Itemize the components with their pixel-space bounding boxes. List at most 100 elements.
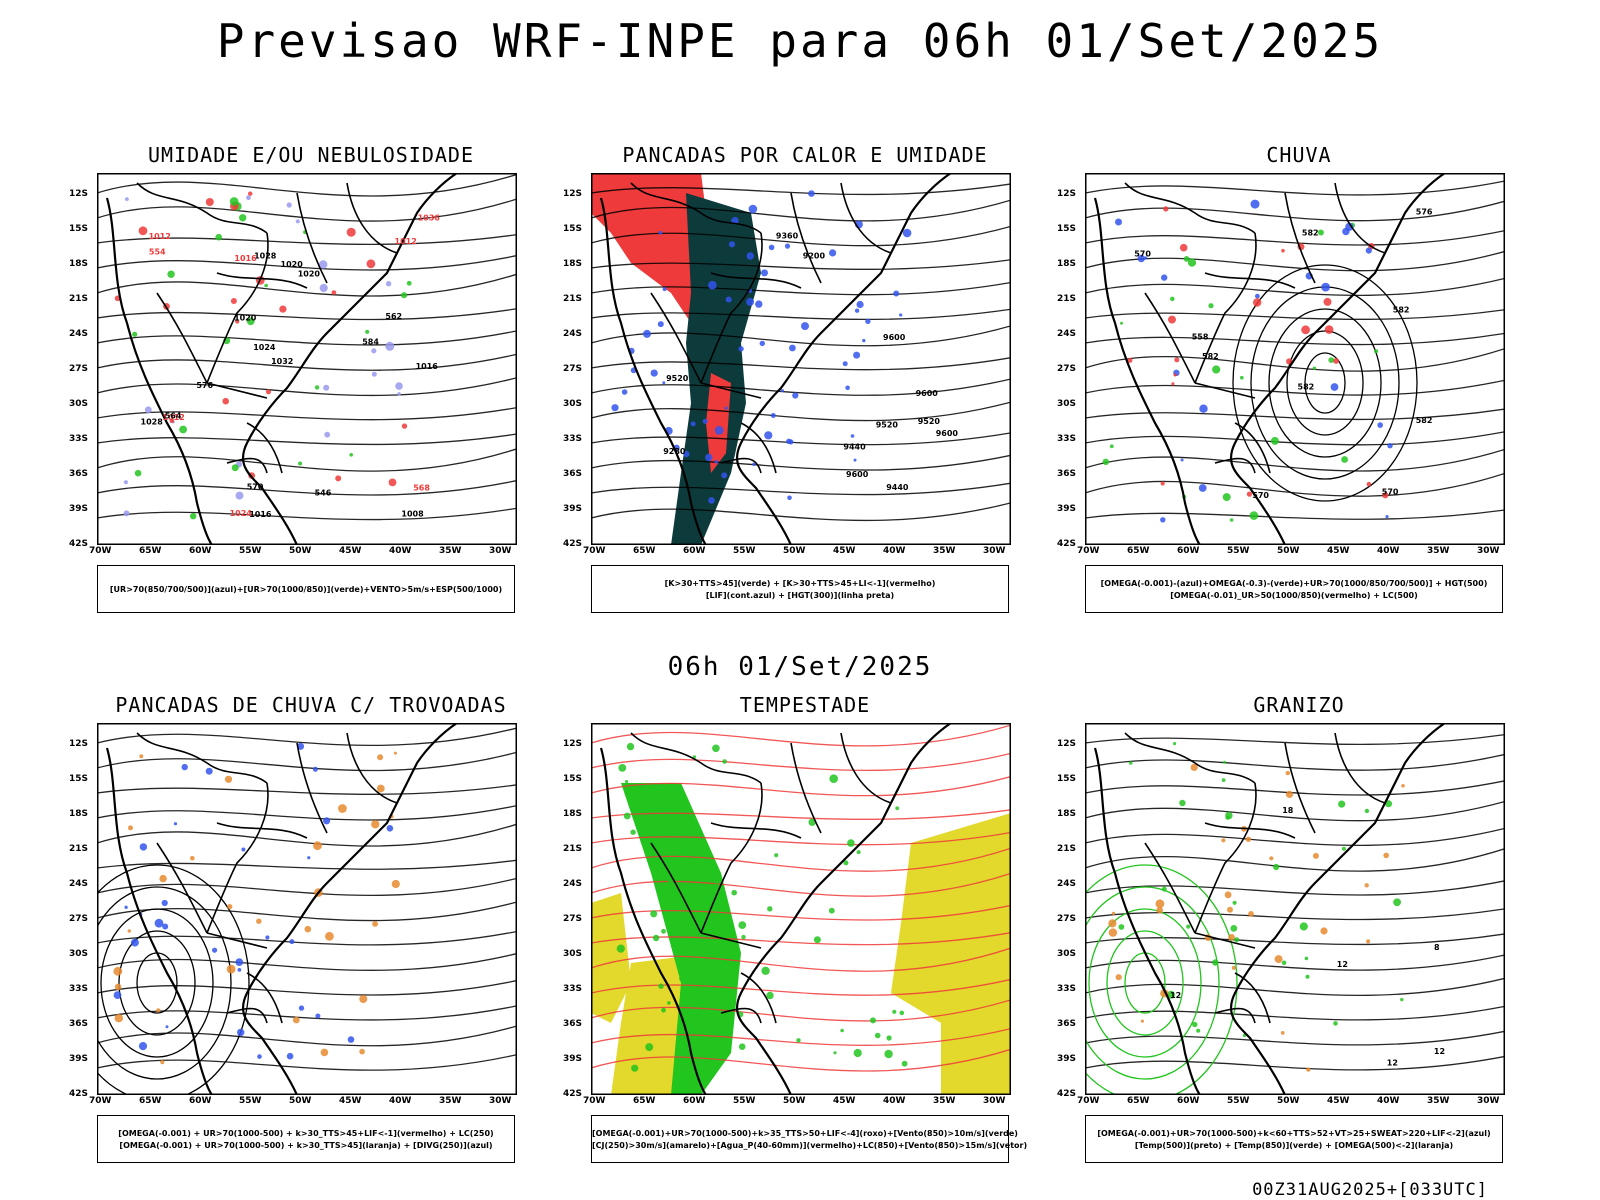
field-blob [658,983,664,989]
country-border [206,782,269,934]
coastline [599,173,952,545]
field-blob [840,1028,844,1033]
field-blob [346,227,356,237]
field-yellow [891,813,1011,1095]
lon-tick-label: 45W [1327,1096,1350,1106]
field-blob [796,1038,801,1043]
contour-line [1085,954,1505,971]
contour-line [1085,977,1505,996]
field-blob [813,936,821,944]
field-blob [1393,898,1401,907]
field-blob [320,1048,329,1057]
field-blob [895,806,900,811]
contour-line [97,1054,517,1071]
field-blob [227,904,233,910]
field-teal [671,193,761,545]
field-blob [366,259,376,269]
field-blob [741,934,746,940]
field-blob [1299,922,1308,931]
field-blob [661,928,666,934]
field-blob [842,361,848,367]
field-blob [349,453,353,457]
closed-contour [118,930,196,1036]
field-blob [386,825,394,832]
map-pancadas-calor: 9600 9600 9600 9600 9520 9520 9520 9440 9440 9360… [591,173,1011,545]
field-blob [397,392,401,396]
field-blob [1341,456,1348,463]
lat-tick-label: 15S [563,774,583,784]
contour-line [1085,848,1505,872]
contour-line [1085,332,1505,346]
field-blob [144,406,152,414]
field-blob [241,847,246,852]
contour-label: 582 [1202,352,1219,361]
field-blob [1225,815,1230,820]
contour-line [97,448,517,472]
field-blob [1212,959,1219,966]
country-border [700,232,763,384]
field-blob [125,197,129,201]
field-blob [297,742,305,750]
field-blob [205,198,214,206]
country-border [700,782,763,934]
legend-line: [K>30+TTS>45](verde) + [K>30+TTS>45+LI<-… [664,578,936,588]
contour-label: 576 [196,381,213,390]
lon-tick-label: 40W [1377,1096,1400,1106]
field-blob [1170,296,1175,302]
lon-tick-label: 40W [389,1096,412,1106]
contour-label: 9280 [663,447,686,456]
lon-tick-label: 30W [983,546,1006,556]
country-border [840,182,892,254]
field-blob [1323,297,1332,306]
field-blob [224,775,233,783]
field-blob [1365,247,1372,254]
field-blob [666,874,676,883]
field-blob [138,226,148,236]
coastline [105,173,458,545]
field-blob [376,784,385,793]
field-blob [808,190,815,197]
field-blob [829,249,837,257]
field-blob [616,944,625,953]
contour-line [1085,800,1505,822]
field-blob [738,346,744,352]
closed-contour [1085,886,1220,1080]
lat-tick-label: 24S [69,329,89,339]
map-svg [591,723,1011,1095]
contour-line [591,225,1011,247]
field-blob [335,475,342,482]
field-blob [319,260,328,269]
lon-tick-label: 50W [289,1096,312,1106]
country-border [1214,457,1256,474]
lon-tick-label: 60W [189,546,212,556]
field-blob [1306,1067,1311,1072]
closed-contour [1250,286,1400,480]
map-border [97,173,517,545]
field-blob [662,381,666,385]
field-blob [1223,760,1226,764]
coastline [599,723,952,1095]
field-blob [212,947,218,953]
contour-line [591,724,1011,747]
lat-tick-label: 30S [1057,399,1077,409]
map-border [591,173,1011,545]
field-blob [650,369,658,377]
field-blob [1161,886,1167,892]
map-svg: 12 12 12 18 12 8 [1085,723,1505,1095]
field-blob [688,931,692,935]
field-green [621,783,741,1095]
field-blob [235,319,240,324]
country-border [1144,292,1196,384]
field-blob [388,478,397,487]
lon-tick-label: 35W [933,546,956,556]
field-blob [853,1048,862,1058]
field-blob [630,829,636,835]
map-border [591,723,1011,1095]
contour-line [1085,880,1505,896]
field-blob [618,764,627,772]
field-blob [1285,770,1290,776]
closed-contour [1286,330,1364,436]
contour-label: 12 [1434,1047,1445,1056]
contour-line [591,978,1011,996]
field-blob [338,804,347,813]
